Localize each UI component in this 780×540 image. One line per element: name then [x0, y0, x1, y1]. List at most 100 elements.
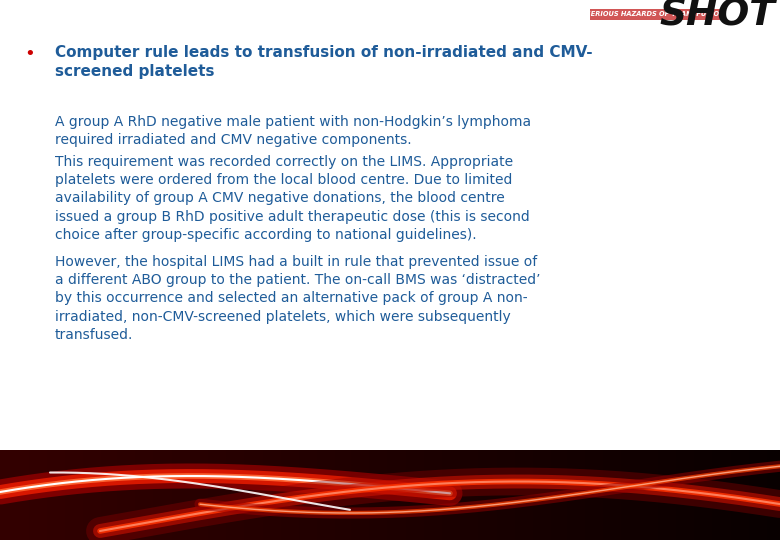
Bar [614, 450, 617, 540]
Bar [587, 450, 591, 540]
Bar [37, 450, 40, 540]
Bar [731, 450, 734, 540]
Bar [380, 450, 383, 540]
Bar [135, 450, 139, 540]
Bar [307, 450, 310, 540]
Bar [104, 450, 108, 540]
Bar [125, 450, 129, 540]
Bar [310, 450, 313, 540]
Bar [442, 450, 445, 540]
Bar [676, 450, 679, 540]
Bar [341, 450, 344, 540]
Bar [101, 450, 105, 540]
Bar [322, 450, 326, 540]
Bar [140, 450, 144, 540]
Bar [598, 450, 601, 540]
Bar [546, 450, 550, 540]
Bar [624, 450, 628, 540]
Bar [255, 450, 258, 540]
Bar [751, 450, 755, 540]
Bar [177, 450, 180, 540]
Bar [107, 450, 110, 540]
Bar [369, 450, 373, 540]
Bar [770, 450, 773, 540]
Text: •: • [25, 45, 35, 63]
Bar [294, 450, 297, 540]
Bar [351, 450, 355, 540]
Bar [275, 450, 279, 540]
Bar [723, 450, 726, 540]
Bar [122, 450, 126, 540]
Bar [507, 450, 511, 540]
Bar [491, 450, 495, 540]
Bar [304, 450, 308, 540]
Bar [673, 450, 677, 540]
Bar [317, 450, 321, 540]
Bar [367, 450, 370, 540]
Bar [458, 450, 461, 540]
Bar [299, 450, 303, 540]
Bar [632, 450, 636, 540]
Bar [41, 450, 45, 540]
Bar [286, 450, 289, 540]
Bar [626, 450, 630, 540]
Bar [767, 450, 771, 540]
Bar [437, 450, 441, 540]
Bar [185, 450, 188, 540]
Bar [388, 450, 391, 540]
Bar [283, 450, 287, 540]
Bar [263, 450, 266, 540]
Bar [421, 450, 425, 540]
Bar [704, 450, 708, 540]
Bar [281, 450, 285, 540]
Bar [416, 450, 420, 540]
Bar [572, 450, 576, 540]
Bar [62, 450, 66, 540]
Bar [8, 450, 12, 540]
Bar [689, 450, 693, 540]
Bar [65, 450, 69, 540]
Bar [466, 450, 469, 540]
Bar [746, 450, 750, 540]
Bar [325, 450, 328, 540]
Bar [473, 450, 477, 540]
Bar [21, 450, 24, 540]
Bar [455, 450, 459, 540]
Bar [512, 450, 516, 540]
Bar [749, 450, 753, 540]
Bar [34, 450, 37, 540]
Bar [692, 450, 695, 540]
Bar [515, 450, 519, 540]
Bar [536, 450, 539, 540]
Bar [44, 450, 48, 540]
Bar [544, 450, 547, 540]
Bar [244, 450, 248, 540]
Bar [99, 450, 102, 540]
Bar [637, 450, 640, 540]
Text: A group A RhD negative male patient with non-Hodgkin’s lymphoma
required irradia: A group A RhD negative male patient with… [55, 115, 531, 147]
Bar [161, 450, 165, 540]
Bar [390, 450, 394, 540]
Bar [112, 450, 115, 540]
Bar [252, 450, 256, 540]
Bar [759, 450, 763, 540]
Bar [138, 450, 141, 540]
Bar [296, 450, 300, 540]
Bar [289, 450, 292, 540]
Bar [115, 450, 118, 540]
Bar [52, 450, 55, 540]
Text: SERIOUS HAZARDS OF TRANSFUSION: SERIOUS HAZARDS OF TRANSFUSION [586, 10, 725, 17]
Bar [665, 450, 669, 540]
Bar [548, 450, 552, 540]
Bar [0, 450, 4, 540]
Bar [18, 450, 22, 540]
Bar [13, 450, 16, 540]
Bar [743, 450, 747, 540]
Bar [174, 450, 178, 540]
Bar [349, 450, 352, 540]
Bar [681, 450, 685, 540]
Bar [562, 450, 566, 540]
Bar [575, 450, 578, 540]
Bar [741, 450, 745, 540]
Bar [78, 450, 82, 540]
